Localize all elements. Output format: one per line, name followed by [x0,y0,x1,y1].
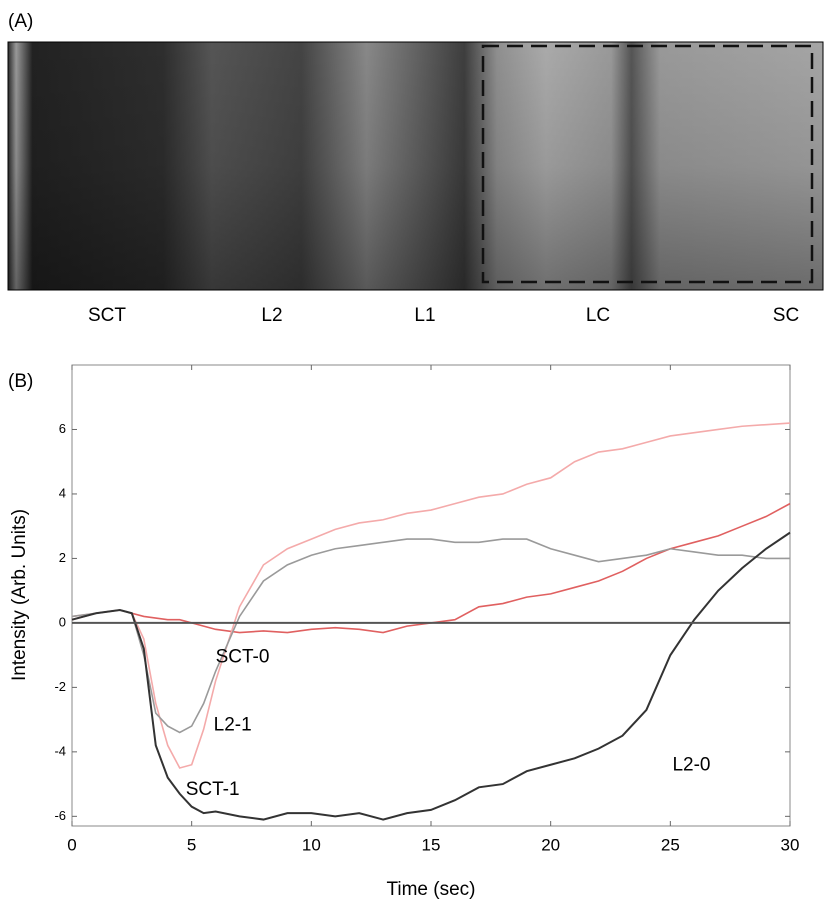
region-label: SC [773,305,799,326]
series-line [71,531,791,821]
region-label: L1 [414,305,435,326]
x-axis-label: Time (sec) [386,879,475,900]
y-tick-label: 4 [59,485,66,500]
series-label: SCT-1 [186,779,240,800]
y-tick-label: 6 [59,421,66,436]
region-label: LC [586,305,610,326]
series-line [71,502,791,634]
x-tick-label: 20 [541,835,560,854]
y-tick-label: 0 [59,614,66,629]
series-label: L2-1 [214,715,252,736]
y-axis-label: Intensity (Arb. Units) [9,509,30,681]
x-tick-label: 15 [422,835,441,854]
micrograph-shade [8,42,823,290]
x-tick-label: 10 [302,835,321,854]
series-line [71,422,791,769]
x-tick-label: 5 [187,835,196,854]
panel-label: (B) [8,371,33,392]
y-tick-label: 2 [59,550,66,565]
series-label: SCT-0 [216,646,270,667]
roi-box [481,44,814,284]
region-label: L2 [261,305,282,326]
y-tick-label: -4 [54,743,66,758]
y-tick-label: -6 [54,808,66,823]
panel-label: (A) [8,11,33,32]
x-tick-label: 0 [67,835,76,854]
y-tick-label: -2 [54,679,66,694]
region-label: SCT [88,305,126,326]
series-line [71,538,790,734]
x-tick-label: 25 [661,835,680,854]
series-label: L2-0 [672,755,710,776]
x-tick-label: 30 [781,835,800,854]
